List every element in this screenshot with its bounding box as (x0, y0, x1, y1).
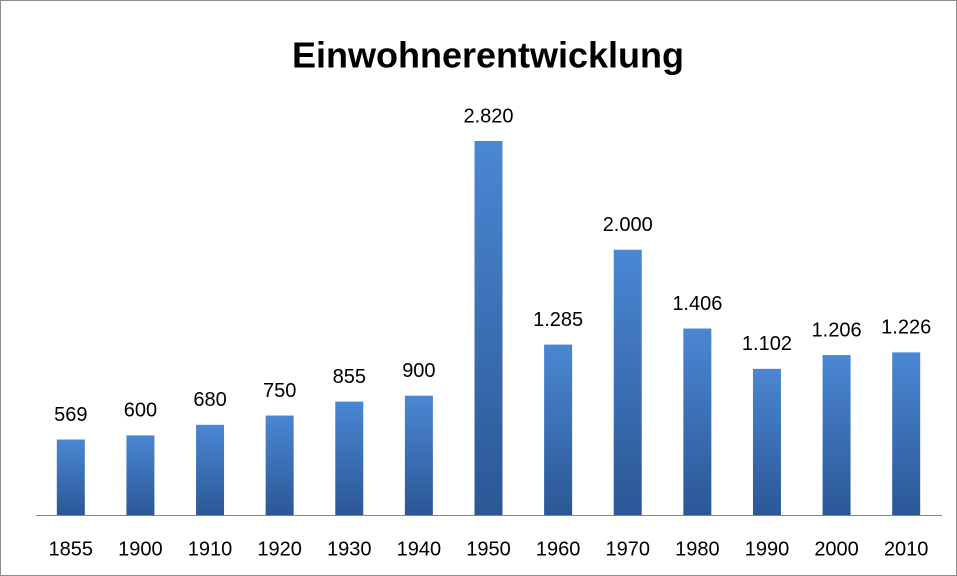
bar (752, 368, 781, 515)
bar (892, 352, 921, 515)
bar (196, 424, 225, 515)
data-label: 1.226 (881, 317, 931, 339)
x-tick-label: 1920 (257, 538, 302, 560)
data-label: 1.102 (742, 333, 792, 355)
data-label: 750 (263, 380, 296, 402)
x-tick-label: 2000 (814, 538, 859, 560)
data-label: 569 (54, 404, 87, 426)
bar (126, 435, 155, 515)
data-label: 1.206 (812, 319, 862, 341)
data-label: 855 (333, 366, 366, 388)
bar (822, 355, 851, 515)
bar (544, 344, 573, 515)
data-label: 2.820 (463, 105, 513, 127)
data-label: 600 (124, 400, 157, 422)
x-tick-label: 1910 (188, 538, 233, 560)
bar (474, 141, 503, 515)
bar (613, 249, 642, 515)
bar (56, 439, 85, 515)
data-label: 2.000 (603, 214, 653, 236)
x-tick-label: 1900 (118, 538, 163, 560)
bar (335, 401, 364, 515)
data-label: 1.406 (672, 293, 722, 315)
x-tick-label: 1950 (466, 538, 511, 560)
chart-title: Einwohnerentwicklung (292, 35, 684, 76)
bar (404, 395, 433, 515)
x-tick-label: 2010 (884, 538, 929, 560)
data-label: 900 (402, 360, 435, 382)
x-tick-label: 1960 (536, 538, 581, 560)
x-tick-label: 1855 (49, 538, 94, 560)
bar (265, 415, 294, 515)
data-label: 680 (193, 389, 226, 411)
x-tick-label: 1930 (327, 538, 372, 560)
x-tick-label: 1970 (605, 538, 650, 560)
bar (683, 328, 712, 515)
x-tick-label: 1940 (397, 538, 442, 560)
x-tick-label: 1990 (745, 538, 790, 560)
data-label: 1.285 (533, 309, 583, 331)
x-tick-label: 1980 (675, 538, 720, 560)
